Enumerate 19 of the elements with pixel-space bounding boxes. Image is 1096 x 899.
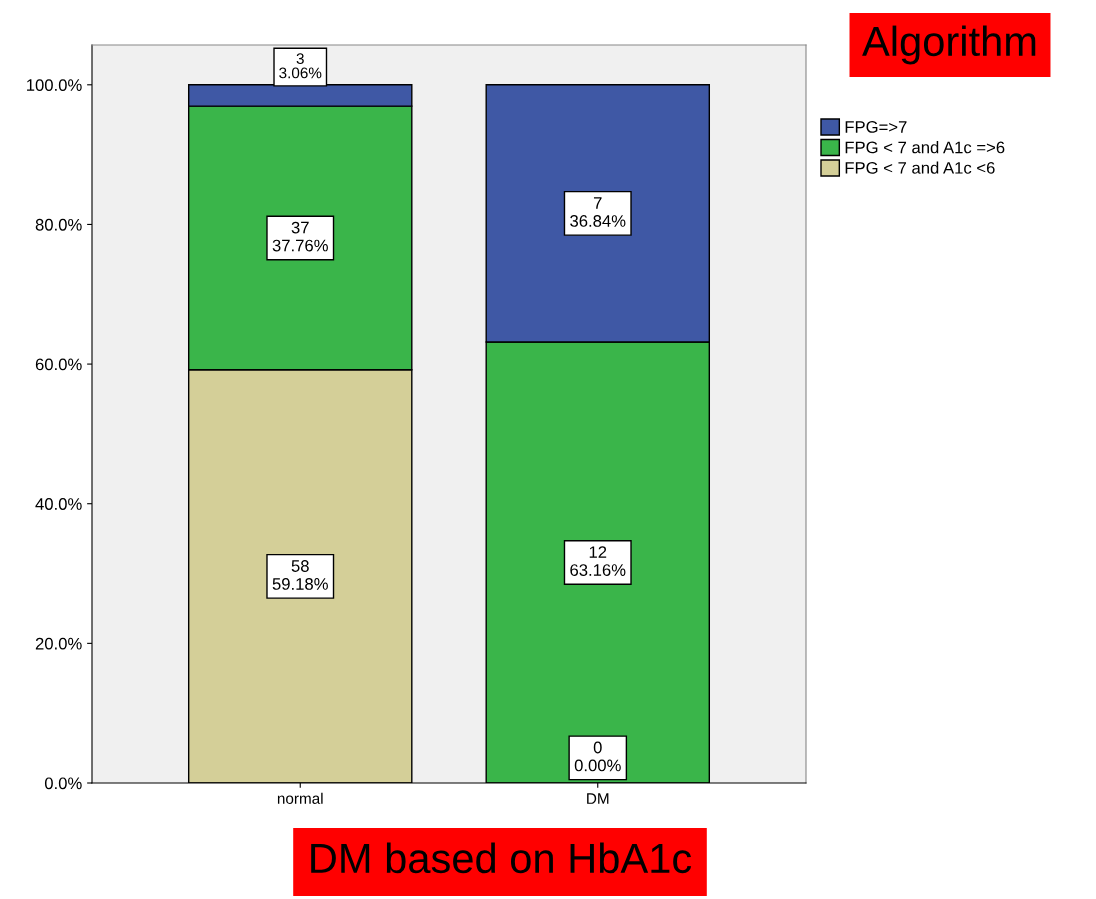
data-label: 37 37.76% — [272, 221, 328, 252]
data-label: 58 59.18% — [272, 560, 328, 590]
y-tick-label: 0.0% — [44, 777, 82, 790]
data-label: 3 3.06% — [279, 53, 322, 79]
y-tick-label: 100.0% — [27, 79, 82, 91]
y-tick-label: 80.0% — [35, 218, 82, 231]
legend-label: FPG=>7 — [845, 121, 907, 133]
legend-label: FPG < 7 and A1c =>6 — [845, 141, 1005, 154]
data-label: 12 63.16% — [570, 546, 626, 576]
legend-title: Algorithm — [862, 25, 1036, 65]
legend-label: FPG < 7 and A1c <6 — [845, 161, 995, 174]
y-tick-label: 60.0% — [35, 358, 82, 371]
y-tick-label: 40.0% — [35, 498, 82, 510]
annotation: 0 0.00% — [574, 741, 621, 772]
y-tick-label: 20.0% — [35, 637, 82, 650]
x-tick-label: normal — [277, 792, 323, 804]
x-axis-title: DM based on HbA1c — [311, 842, 692, 874]
data-label: 7 36.84% — [570, 197, 626, 227]
x-tick-label: DM — [587, 793, 609, 804]
